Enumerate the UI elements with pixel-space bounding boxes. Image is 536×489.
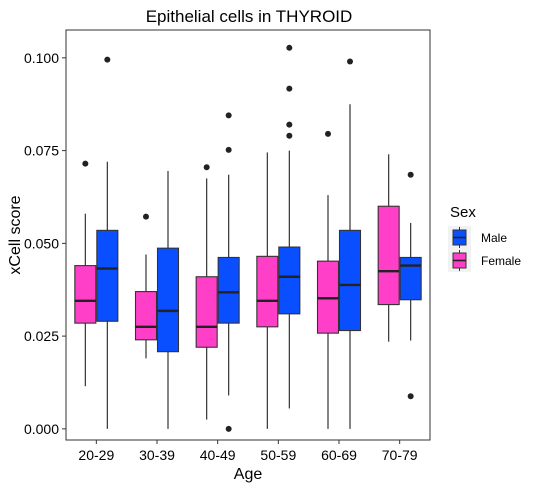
- y-tick-label: 0.050: [24, 235, 59, 251]
- box-male: [156, 247, 180, 353]
- x-axis-title: Age: [234, 466, 263, 483]
- box-male: [399, 256, 422, 301]
- legend-label-male: Male: [481, 231, 507, 245]
- y-tick-label: 0.025: [24, 328, 59, 344]
- legend-label-female: Female: [481, 254, 521, 268]
- outlier-point: [347, 58, 353, 65]
- outlier-point: [325, 130, 331, 137]
- outlier-point: [82, 160, 89, 167]
- outlier-point: [407, 171, 414, 178]
- y-tick-label: 0.075: [24, 143, 59, 159]
- x-tick-label: 60-69: [321, 447, 357, 463]
- y-axis-title: xCell score: [7, 195, 24, 274]
- outlier-point: [225, 146, 232, 153]
- y-tick-label: 0.100: [24, 50, 59, 66]
- box-female: [134, 291, 158, 341]
- outlier-point: [143, 213, 149, 220]
- legend: Sex Male Female: [448, 204, 521, 272]
- legend-title: Sex: [450, 204, 476, 221]
- outlier-point: [225, 425, 232, 432]
- outlier-point: [286, 85, 293, 92]
- box-female: [256, 255, 279, 328]
- outlier-point: [407, 393, 414, 400]
- outlier-point: [286, 132, 293, 139]
- x-tick-label: 70-79: [382, 447, 418, 463]
- outlier-point: [286, 121, 293, 128]
- plot-panel: [65, 29, 431, 441]
- box-male: [96, 229, 119, 322]
- box-female: [377, 205, 400, 306]
- box-male: [338, 229, 362, 332]
- plot-layer: [74, 44, 422, 432]
- box-female: [74, 265, 97, 324]
- y-tick-label: 0.000: [24, 421, 59, 437]
- outlier-point: [203, 164, 210, 171]
- x-tick-label: 30-39: [139, 447, 175, 463]
- outlier-point: [104, 56, 111, 63]
- outlier-point: [286, 44, 293, 51]
- axis-layer: 0.000 0.025 0.050 0.075 0.100 20-29 30-39 40-49…: [24, 50, 418, 463]
- box-male: [217, 256, 240, 324]
- x-tick-label: 20-29: [78, 447, 114, 463]
- box-male: [278, 246, 301, 315]
- box-female: [195, 276, 218, 348]
- outlier-point: [225, 112, 232, 119]
- chart-title: Epithelial cells in THYROID: [146, 7, 353, 26]
- x-tick-label: 50-59: [260, 447, 296, 463]
- x-tick-label: 40-49: [200, 447, 236, 463]
